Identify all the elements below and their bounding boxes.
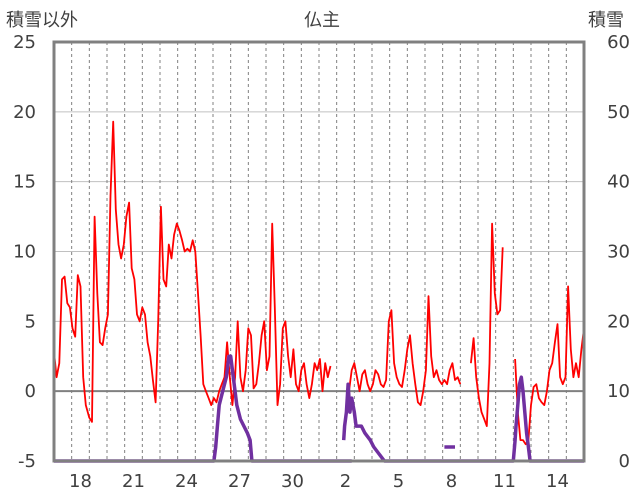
x-tick-label: 21 (122, 471, 145, 492)
temp-series-line-1 (348, 295, 462, 407)
left-tick-label: -5 (18, 451, 36, 472)
right-tick-label: 20 (607, 311, 630, 332)
right-tick-label: 40 (607, 172, 630, 193)
left-tick-label: 5 (25, 311, 36, 332)
right-tick-label: 60 (607, 32, 630, 53)
left-tick-label: 25 (13, 32, 36, 53)
temp-series-line-3 (514, 285, 584, 446)
left-axis-title: 積雪以外 (6, 10, 78, 31)
series-group (54, 120, 584, 463)
right-tick-label: 30 (607, 242, 630, 263)
x-tick-label: 14 (546, 471, 569, 492)
right-tick-labels: 60 50 40 30 20 10 0 (607, 32, 630, 472)
chart-title: 仏主 (304, 10, 340, 31)
left-tick-label: 0 (25, 381, 36, 402)
x-tick-label: 24 (175, 471, 198, 492)
right-axis-title: 積雪 (588, 10, 624, 31)
plot-frame (52, 40, 586, 463)
snow-series-line-5 (341, 382, 478, 463)
left-tick-label: 10 (13, 242, 36, 263)
right-tick-label: 0 (619, 451, 630, 472)
x-tick-label: 27 (228, 471, 251, 492)
x-tick-labels: 18 21 24 27 30 2 5 8 11 14 (69, 471, 569, 492)
snow-series-line-4 (54, 354, 352, 463)
x-tick-label: 2 (340, 471, 351, 492)
x-tick-label: 5 (393, 471, 404, 492)
snow-series-line-7 (478, 375, 584, 463)
x-tick-label: 11 (493, 471, 516, 492)
grid (54, 42, 584, 461)
temp-series-line-2 (470, 222, 504, 428)
x-tick-label: 8 (446, 471, 457, 492)
temp-series-line-0 (54, 120, 332, 423)
left-tick-label: 20 (13, 102, 36, 123)
right-tick-label: 50 (607, 102, 630, 123)
left-tick-label: 15 (13, 172, 36, 193)
left-tick-labels: 25 20 15 10 5 0 -5 (13, 32, 36, 472)
x-tick-label: 30 (281, 471, 304, 492)
right-tick-label: 10 (607, 381, 630, 402)
x-tick-label: 18 (69, 471, 92, 492)
